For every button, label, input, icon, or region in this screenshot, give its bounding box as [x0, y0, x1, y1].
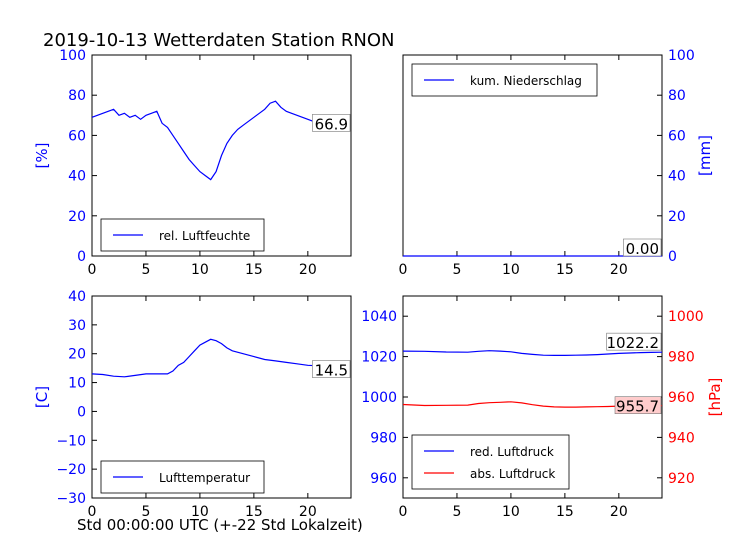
- chart-bottom-left-ylabel: [C]: [33, 386, 51, 408]
- chart-bottom-right-value-label-0-box: [606, 332, 662, 351]
- chart-top-right-xtick-label-3: 15: [556, 262, 574, 278]
- chart-top-left-value-label: 66.9: [315, 115, 348, 133]
- chart-top-left-ytick-label-3: 60: [68, 128, 86, 144]
- chart-bottom-right-xtick-label-2: 10: [502, 504, 520, 520]
- chart-bottom-right-xtick-label-4: 20: [610, 504, 628, 520]
- chart-top-right-value-label-box: [623, 238, 662, 257]
- chart-top-right-xtick-label-2: 10: [502, 262, 520, 278]
- chart-bottom-right-legend-label-1: abs. Luftdruck: [470, 467, 555, 481]
- chart-top-left-xtick-label-3: 15: [245, 262, 263, 278]
- chart-bottom-right-right-ytick-label-0: 920: [668, 471, 695, 487]
- chart-bottom-left-ytick-label-4: 10: [68, 376, 86, 392]
- chart-bottom-left-ytick-label-2: −10: [56, 433, 86, 449]
- chart-top-left-ytick-label-2: 40: [68, 169, 86, 185]
- chart-bottom-left-legend-label-0: Lufttemperatur: [159, 471, 250, 485]
- chart-top-left-ytick-label-4: 80: [68, 88, 86, 104]
- chart-bottom-right-right-ytick-label-1: 940: [668, 430, 695, 446]
- chart-top-left-xtick-label-4: 20: [299, 262, 317, 278]
- chart-bottom-left-value-label-box: [312, 360, 351, 378]
- chart-top-right-ylabel: [mm]: [696, 135, 714, 176]
- chart-bottom-right-right-ytick-label-4: 1000: [668, 309, 704, 325]
- chart-top-right-xtick-label-4: 20: [610, 262, 628, 278]
- chart-top-right-xtick-label-0: 0: [399, 262, 408, 278]
- chart-top-right-ytick-label-1: 20: [668, 209, 686, 225]
- chart-bottom-left-xtick-label-2: 10: [191, 504, 209, 520]
- chart-top-right-legend-label-0: kum. Niederschlag: [470, 74, 582, 88]
- chart-top-left-ytick-label-1: 20: [68, 209, 86, 225]
- chart-top-left-series-line-0: [91, 100, 346, 181]
- chart-bottom-left-ytick-label-6: 30: [68, 318, 86, 334]
- chart-bottom-right-left-ytick-label-2: 1000: [361, 390, 397, 406]
- chart-bottom-left-xtick-label-1: 5: [141, 504, 150, 520]
- chart-top-right-ytick-label-3: 60: [668, 128, 686, 144]
- chart-top-left-xtick-label-0: 0: [88, 262, 97, 278]
- chart-bottom-left-ytick-label-1: −20: [56, 462, 86, 478]
- chart-bottom-right-left-ytick-label-3: 1020: [361, 350, 397, 366]
- chart-bottom-left-value-label: 14.5: [315, 362, 348, 380]
- chart-top-left-ytick-label-0: 0: [77, 249, 86, 265]
- chart-bottom-right-left-ytick-label-4: 1040: [361, 309, 397, 325]
- chart-bottom-right-value-label-1-box: [614, 396, 662, 414]
- chart-bottom-right-right-ytick-label-2: 960: [668, 390, 695, 406]
- chart-bottom-right-value-label-0: 1022.2: [607, 334, 660, 352]
- chart-bottom-left-ytick-label-7: 40: [68, 289, 86, 305]
- chart-top-right-ytick-label-0: 0: [668, 249, 677, 265]
- chart-bottom-right-legend-label-0: red. Luftdruck: [470, 445, 554, 459]
- chart-bottom-left-ytick-label-0: −30: [56, 491, 86, 507]
- chart-bottom-left-xtick-label-4: 20: [299, 504, 317, 520]
- chart-bottom-left-ytick-label-5: 20: [68, 347, 86, 363]
- chart-bottom-right-legend-box: [411, 434, 570, 490]
- chart-bottom-right-xtick-label-3: 15: [556, 504, 574, 520]
- chart-bottom-left-ytick-label-3: 0: [77, 404, 86, 420]
- chart-bottom-left-series-line-0: [91, 338, 346, 378]
- chart-bottom-right-xtick-label-1: 5: [452, 504, 461, 520]
- chart-top-left-ylabel: [%]: [33, 143, 51, 169]
- chart-top-left-xtick-label-1: 5: [141, 262, 150, 278]
- chart-top-right-xtick-label-1: 5: [452, 262, 461, 278]
- chart-top-right-ytick-label-4: 80: [668, 88, 686, 104]
- chart-top-right-value-label: 0.00: [626, 240, 659, 258]
- chart-bottom-right-xtick-label-0: 0: [399, 504, 408, 520]
- figure-x-axis-label: Std 00:00:00 UTC (+-22 Std Lokalzeit): [77, 516, 363, 534]
- chart-bottom-right-right-ytick-label-3: 980: [668, 350, 695, 366]
- chart-bottom-right-left-ytick-label-0: 960: [370, 471, 397, 487]
- chart-bottom-right-left-ytick-label-1: 980: [370, 430, 397, 446]
- chart-bottom-left-xtick-label-0: 0: [88, 504, 97, 520]
- chart-bottom-right-value-label-1: 955.7: [616, 398, 659, 416]
- chart-top-left-legend-label-0: rel. Luftfeuchte: [159, 229, 250, 243]
- chart-top-left-ytick-label-5: 100: [59, 48, 86, 64]
- chart-top-right-ytick-label-2: 40: [668, 169, 686, 185]
- chart-bottom-left-xtick-label-3: 15: [245, 504, 263, 520]
- chart-bottom-right-ylabel: [hPa]: [706, 378, 724, 417]
- chart-top-right-ytick-label-5: 100: [668, 48, 695, 64]
- chart-top-left-xtick-label-2: 10: [191, 262, 209, 278]
- figure-title: 2019-10-13 Wetterdaten Station RNON: [43, 30, 395, 51]
- chart-top-left-value-label-box: [312, 114, 351, 132]
- chart-bottom-right-series-line-0: [402, 350, 663, 356]
